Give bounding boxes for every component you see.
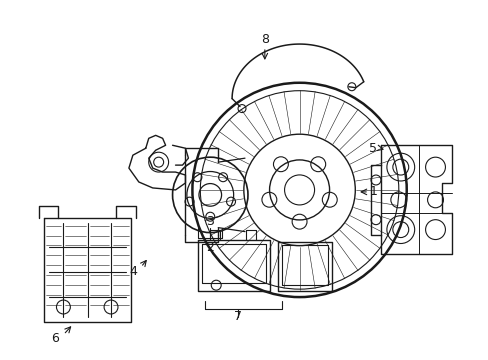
Text: 4: 4 bbox=[129, 265, 137, 278]
Text: 3: 3 bbox=[206, 215, 214, 228]
Text: 1: 1 bbox=[369, 185, 377, 198]
Text: 5: 5 bbox=[368, 142, 376, 155]
Text: 7: 7 bbox=[234, 310, 242, 323]
Text: 2: 2 bbox=[206, 241, 214, 254]
Text: 8: 8 bbox=[260, 33, 268, 46]
Text: 6: 6 bbox=[51, 332, 59, 345]
